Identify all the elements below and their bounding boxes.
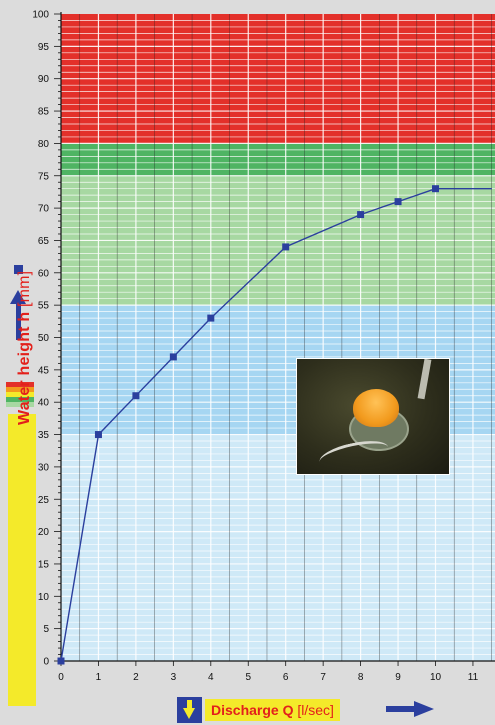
y-tick-label: 0 xyxy=(43,657,49,668)
data-point xyxy=(282,243,290,251)
arrow-right-icon xyxy=(414,701,434,717)
x-tick-label: 0 xyxy=(58,672,64,683)
x-tick-label: 9 xyxy=(395,672,401,683)
series-marker-icon xyxy=(14,265,23,274)
y-tick-label: 60 xyxy=(38,268,50,279)
data-point xyxy=(132,392,140,400)
y-tick-label: 5 xyxy=(43,624,49,635)
color-band-swatches xyxy=(6,382,34,407)
y-axis-title-unit: [mm] xyxy=(16,270,33,308)
y-axis-title-background xyxy=(8,414,36,706)
color-swatch xyxy=(6,382,34,387)
x-tick-label: 5 xyxy=(245,672,251,683)
chart-tick-labels: 0510152025303540455055606570758085909510… xyxy=(32,10,478,684)
y-tick-label: 100 xyxy=(32,10,49,21)
data-point xyxy=(169,353,177,361)
x-tick-label: 1 xyxy=(96,672,102,683)
data-point xyxy=(357,211,365,219)
arrow-down-icon xyxy=(177,697,202,723)
x-axis-title: Discharge Q [l/sec] xyxy=(205,699,340,721)
data-point xyxy=(207,314,215,322)
x-tick-label: 10 xyxy=(430,672,442,683)
chart-grid xyxy=(61,14,495,661)
color-swatch xyxy=(6,397,34,402)
y-tick-label: 95 xyxy=(38,42,50,53)
color-swatch xyxy=(6,392,34,397)
y-axis-legend xyxy=(4,262,36,720)
x-tick-label: 7 xyxy=(320,672,326,683)
y-tick-label: 45 xyxy=(38,365,50,376)
y-tick-label: 10 xyxy=(38,592,50,603)
x-tick-label: 11 xyxy=(468,672,479,683)
y-tick-label: 25 xyxy=(38,495,50,506)
x-tick-label: 3 xyxy=(171,672,177,683)
x-axis-title-main: Discharge Q xyxy=(211,702,298,718)
arrow-up-shaft xyxy=(16,304,21,340)
inset-device-photo xyxy=(296,358,450,475)
y-tick-label: 90 xyxy=(38,74,50,85)
color-swatch xyxy=(6,402,34,407)
y-tick-label: 40 xyxy=(38,398,50,409)
series-line xyxy=(60,187,492,662)
data-point xyxy=(94,431,102,439)
y-tick-label: 50 xyxy=(38,333,50,344)
arrow-right-shaft xyxy=(386,706,416,712)
y-axis-title: Water height h [mm] xyxy=(16,271,34,425)
arrow-up-icon xyxy=(10,290,26,304)
y-tick-label: 35 xyxy=(38,430,50,441)
band-3 xyxy=(61,143,495,176)
y-tick-label: 30 xyxy=(38,462,50,473)
y-axis-title-main: Water height h xyxy=(16,307,33,425)
color-swatch xyxy=(6,387,34,392)
y-tick-label: 70 xyxy=(38,204,50,215)
data-point xyxy=(432,185,439,193)
x-tick-label: 8 xyxy=(358,672,364,683)
data-point xyxy=(394,198,402,206)
y-tick-label: 80 xyxy=(38,139,50,150)
chart-series xyxy=(57,185,492,665)
y-tick-label: 75 xyxy=(38,171,50,182)
data-point xyxy=(57,657,65,665)
y-tick-label: 20 xyxy=(38,527,50,538)
x-tick-label: 6 xyxy=(283,672,289,683)
y-tick-label: 85 xyxy=(38,107,50,118)
x-tick-label: 4 xyxy=(208,672,214,683)
y-tick-label: 65 xyxy=(38,236,50,247)
y-tick-label: 55 xyxy=(38,301,50,312)
x-axis-title-unit: [l/sec] xyxy=(297,702,334,718)
y-tick-label: 15 xyxy=(38,559,50,570)
chart-axes xyxy=(54,12,495,666)
x-tick-label: 2 xyxy=(133,672,139,683)
